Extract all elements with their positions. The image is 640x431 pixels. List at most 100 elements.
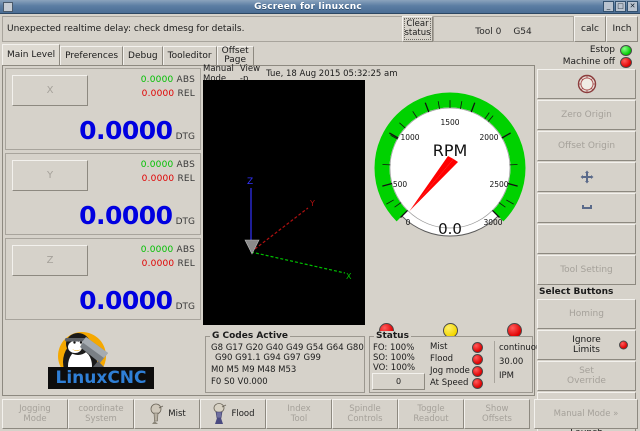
window-title: Gscreen for linuxcnc (254, 1, 362, 12)
tab-debug[interactable]: Debug (123, 46, 163, 66)
status-frame: Status FO: 100% SO: 100% VO: 100% 0 Mist… (369, 331, 546, 393)
blank-button[interactable] (537, 224, 636, 254)
calc-button[interactable]: calc (574, 16, 606, 42)
select-buttons-label: Select Buttons (539, 287, 614, 297)
mcode-line: M0 M5 M9 M48 M53 (211, 365, 297, 375)
graphics-view[interactable]: Z Y X (203, 80, 365, 325)
close-icon[interactable]: ✕ (627, 1, 638, 12)
at-speed-label: At Speed (430, 378, 469, 388)
jogging-mode-line1: Jogging (19, 404, 51, 414)
estop-icon (577, 74, 596, 94)
show-offsets-label: Show Offsets (482, 404, 512, 424)
manual-mode-button[interactable]: Manual Mode » (534, 399, 638, 429)
feed-override-label: FO: 100% (373, 343, 415, 353)
machine-state-led (620, 56, 632, 68)
gauge-tick-2500: 2500 (489, 180, 508, 189)
tab-offset-line1: Offset (221, 46, 249, 56)
estop-label: Estop (589, 45, 615, 55)
status-title: Status (374, 331, 411, 341)
axis-label-z: Z (247, 177, 253, 187)
tab-offset-page[interactable]: Offset Page (216, 46, 254, 66)
zero-origin-button[interactable]: Zero Origin (537, 100, 636, 130)
tool-setting-button[interactable]: Tool Setting (537, 255, 636, 285)
bottom-toolbar: Jogging Mode coordinate System Mist (2, 399, 638, 429)
estop-toggle-button[interactable] (537, 69, 636, 99)
dro-x-rel: 0.0000 REL (142, 89, 195, 99)
maximize-icon[interactable]: □ (615, 1, 626, 12)
show-offsets-button[interactable]: Show Offsets (464, 399, 530, 429)
index-tool-label: Index Tool (287, 404, 310, 424)
override-group: FO: 100% SO: 100% VO: 100% (373, 343, 415, 373)
gauge-tick-3000: 3000 (483, 218, 502, 227)
tab-tooleditor[interactable]: Tooleditor (162, 46, 217, 66)
move-icon (580, 170, 593, 184)
dro-z-rel-value: 0.0000 (141, 259, 175, 269)
coordinate-system-button[interactable]: coordinate System (68, 399, 134, 429)
show-offsets-line2: Offsets (482, 414, 512, 424)
flood-button[interactable]: Flood (200, 399, 266, 429)
dro-x-dtg-label: DTG (175, 132, 195, 142)
jogging-mode-button[interactable]: Jogging Mode (2, 399, 68, 429)
linuxcnc-logo-icon: LinuxCNC (48, 332, 154, 389)
jogging-mode-label: Jogging Mode (19, 404, 51, 424)
spindle-controls-line2: Controls (347, 414, 383, 424)
clear-status-line1: Clear (406, 19, 429, 29)
clear-status-button[interactable]: Clear status (402, 16, 433, 42)
axis-select-x[interactable]: X (12, 75, 88, 106)
gauge-title: RPM (433, 141, 468, 160)
gauge-tick-0: 0 (406, 218, 411, 227)
dro-z-rel: 0.0000 REL (142, 259, 195, 269)
axis-label-x: X (346, 272, 352, 281)
work-offset-label: G54 (513, 27, 532, 37)
axis-select-y[interactable]: Y (12, 160, 88, 191)
window-controls: _ □ ✕ (603, 1, 638, 12)
launch-keyboard-label: Launch Keyboard (565, 428, 607, 431)
spindle-controls-line1: Spindle (349, 404, 381, 414)
status-row-jog-mode: Jog mode (430, 365, 492, 377)
mist-button[interactable]: Mist (134, 399, 200, 429)
dro-axis-x: X 0.0000 ABS 0.0000 REL 0.0000 DTG (5, 68, 201, 150)
main-panel: X 0.0000 ABS 0.0000 REL 0.0000 DTG Y 0.0… (2, 64, 546, 396)
ignore-limits-button[interactable]: Ignore Limits (537, 330, 636, 360)
mist-icon (150, 403, 164, 424)
zero-override-button[interactable]: 0 (372, 373, 425, 390)
dro-x-dtg-value: 0.0000 (79, 116, 173, 145)
notebook-tabs: Main Level Preferences Debug Tooleditor … (2, 44, 254, 66)
tab-main-level[interactable]: Main Level (2, 44, 61, 66)
spindle-controls-button[interactable]: Spindle Controls (332, 399, 398, 429)
machine-mode-label: Manual Mode (203, 64, 234, 84)
dro-y-rel: 0.0000 REL (142, 174, 195, 184)
mist-label: Mist (168, 409, 186, 419)
dro-x-abs: 0.0000 ABS (141, 75, 195, 85)
units-button[interactable]: Inch (606, 16, 638, 42)
coordinate-system-line2: System (85, 414, 117, 424)
gcodes-title: G Codes Active (210, 331, 291, 341)
index-tool-button[interactable]: Index Tool (266, 399, 332, 429)
toggle-readout-button[interactable]: Toggle Readout (398, 399, 464, 429)
minimize-icon[interactable]: _ (603, 1, 614, 12)
move-to-origin-button[interactable] (537, 162, 636, 192)
jog-mode-label: Jog mode (430, 366, 470, 376)
index-tool-line1: Index (287, 404, 311, 414)
title-bar: Gscreen for linuxcnc _ □ ✕ (0, 0, 640, 14)
dro-z-rel-label: REL (177, 259, 195, 269)
machine-state-label: Machine off (562, 57, 615, 67)
jog-settings: continuous 30.00 IPM (494, 341, 546, 383)
tab-preferences[interactable]: Preferences (60, 46, 124, 66)
set-override-button[interactable]: Set Override (537, 361, 636, 391)
mist-led (472, 341, 483, 353)
tool-offset-display: Tool 0 G54 (433, 16, 574, 42)
flood-icon (214, 403, 227, 424)
gcodes-active-frame: G Codes Active G8 G17 G20 G40 G49 G54 G6… (205, 331, 365, 393)
homing-button[interactable]: Homing (537, 299, 636, 329)
coordinate-system-label: coordinate System (78, 404, 123, 424)
tool-touchoff-button[interactable] (537, 193, 636, 223)
jogging-mode-line2: Mode (23, 414, 47, 424)
offset-origin-button[interactable]: Offset Origin (537, 131, 636, 161)
status-row-at-speed: At Speed (430, 377, 492, 389)
dro-axis-y: Y 0.0000 ABS 0.0000 REL 0.0000 DTG (5, 153, 201, 235)
axis-select-z[interactable]: Z (12, 245, 88, 276)
estop-status-row: Estop (537, 44, 638, 56)
jog-mode-led (472, 365, 483, 377)
machine-status-row: Machine off (537, 56, 638, 68)
